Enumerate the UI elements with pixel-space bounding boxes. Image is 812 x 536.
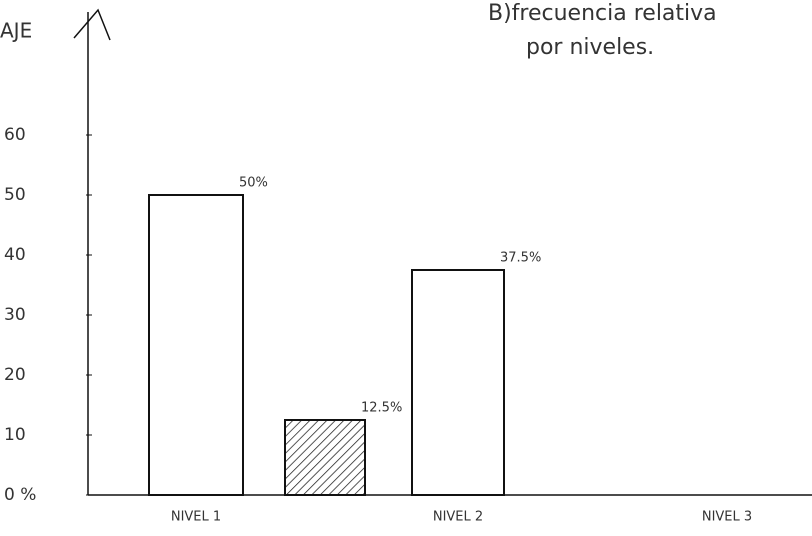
y-tick-label: 40 — [4, 245, 26, 265]
chart-subtitle: por niveles. — [526, 35, 654, 60]
chart: B)frecuencia relativa por niveles. AJE 0… — [0, 0, 812, 536]
y-tick-label: 60 — [4, 125, 26, 145]
value-label: 12.5% — [361, 401, 402, 416]
axis-arrow — [74, 10, 110, 40]
y-tick-label: 10 — [4, 425, 26, 445]
x-tick-label: NIVEL 3 — [702, 510, 752, 525]
y-tick-label: 0 % — [4, 485, 36, 505]
chart-title: B)frecuencia relativa — [488, 1, 717, 26]
y-tick-label: 20 — [4, 365, 26, 385]
y-tick-label: 30 — [4, 305, 26, 325]
bar — [285, 420, 365, 495]
bar — [149, 195, 243, 495]
value-label: 50% — [239, 176, 268, 191]
bar — [412, 270, 504, 495]
x-tick-label: NIVEL 2 — [433, 510, 483, 525]
y-axis-label: AJE — [0, 19, 32, 43]
x-tick-label: NIVEL 1 — [171, 510, 221, 525]
y-tick-label: 50 — [4, 185, 26, 205]
value-label: 37.5% — [500, 251, 541, 266]
